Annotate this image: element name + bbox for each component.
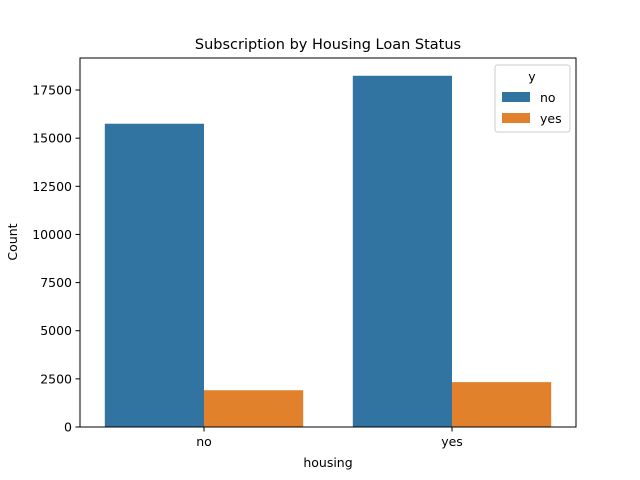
y-tick-label: 2500 <box>40 371 72 386</box>
legend-title: y <box>528 69 536 84</box>
y-tick-label: 12500 <box>32 179 72 194</box>
x-tick-label: no <box>196 434 212 449</box>
legend-label-no: no <box>540 90 556 105</box>
legend: y no yes <box>494 64 571 133</box>
y-axis-label: Count <box>5 223 20 260</box>
legend-label-yes: yes <box>540 111 562 126</box>
y-axis-ticks: 0 2500 5000 7500 10000 12500 15000 17500 <box>32 83 80 435</box>
y-tick-label: 0 <box>64 420 72 435</box>
x-axis-label: housing <box>303 455 352 470</box>
legend-swatch-yes <box>502 113 530 123</box>
y-tick-label: 10000 <box>32 227 72 242</box>
bar-yes-yes <box>452 382 552 427</box>
plot-frame <box>79 57 577 428</box>
x-axis-ticks: no yes <box>196 427 463 449</box>
y-tick-label: 17500 <box>32 83 72 98</box>
bar-no-no <box>104 123 204 427</box>
y-tick-label: 5000 <box>40 323 72 338</box>
bar-no-yes <box>204 390 304 427</box>
y-tick-label: 15000 <box>32 131 72 146</box>
bar-yes-no <box>352 75 452 428</box>
chart-title: Subscription by Housing Loan Status <box>195 37 461 53</box>
y-tick-label: 7500 <box>40 275 72 290</box>
legend-swatch-no <box>502 92 530 102</box>
bars <box>104 75 552 428</box>
x-tick-label: yes <box>441 434 463 449</box>
